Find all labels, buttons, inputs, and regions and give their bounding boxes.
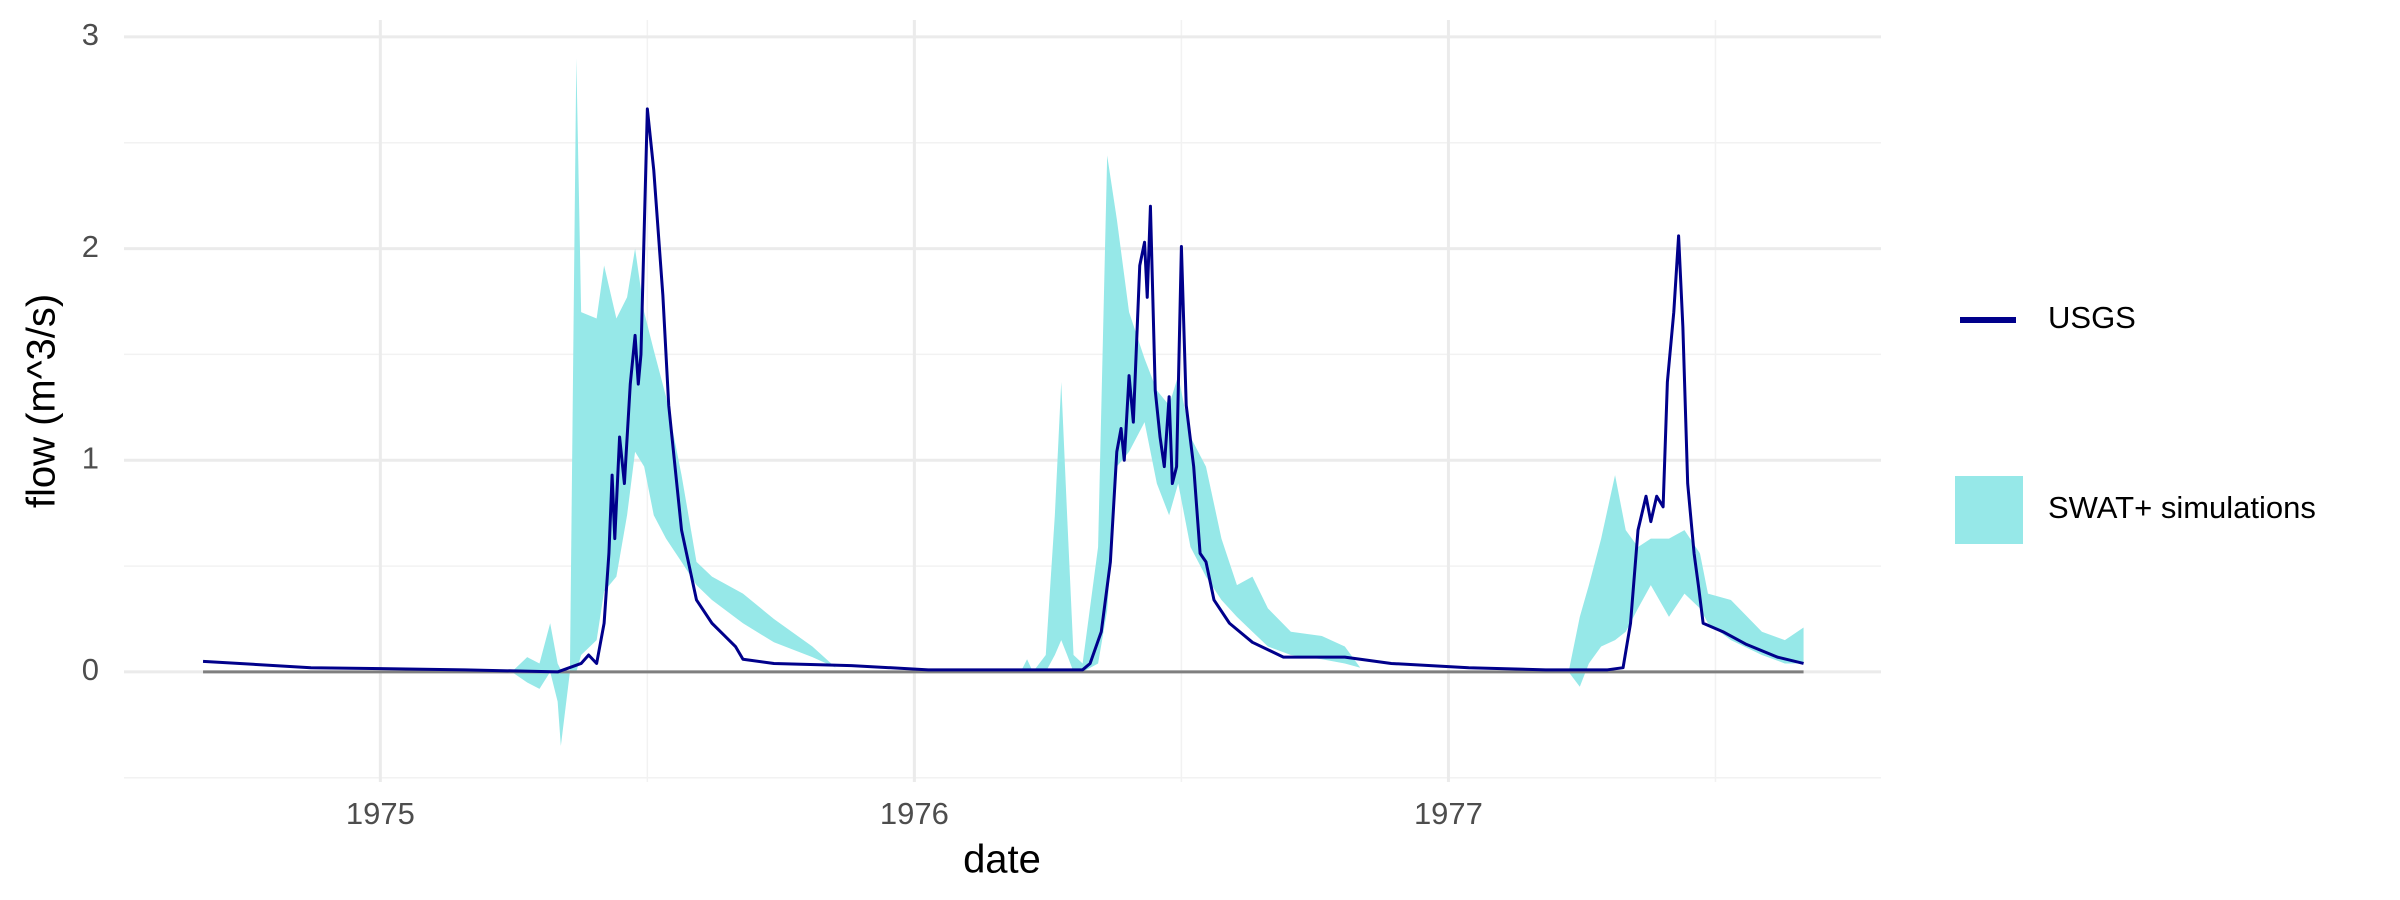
x-tick-label: 1976 xyxy=(880,796,949,831)
ribbon xyxy=(203,58,1804,747)
plot-area xyxy=(202,58,1804,747)
y-tick-label: 2 xyxy=(82,229,99,264)
y-tick-label: 1 xyxy=(82,440,99,475)
legend: USGS SWAT+ simulations xyxy=(1955,300,2316,544)
legend-label: USGS xyxy=(2048,300,2136,335)
legend-label: SWAT+ simulations xyxy=(2048,490,2316,525)
axis-labels: 1975 1976 1977 0 1 2 3 xyxy=(82,17,1483,831)
line xyxy=(202,107,1804,674)
y-axis-title: flow (m^3/s) xyxy=(20,294,64,508)
y-tick-label: 3 xyxy=(82,17,99,52)
legend-key xyxy=(1955,476,2023,544)
y-tick-label: 0 xyxy=(82,652,99,687)
x-axis-title: date xyxy=(963,838,1041,882)
x-tick-label: 1977 xyxy=(1414,796,1483,831)
x-tick-label: 1975 xyxy=(346,796,415,831)
